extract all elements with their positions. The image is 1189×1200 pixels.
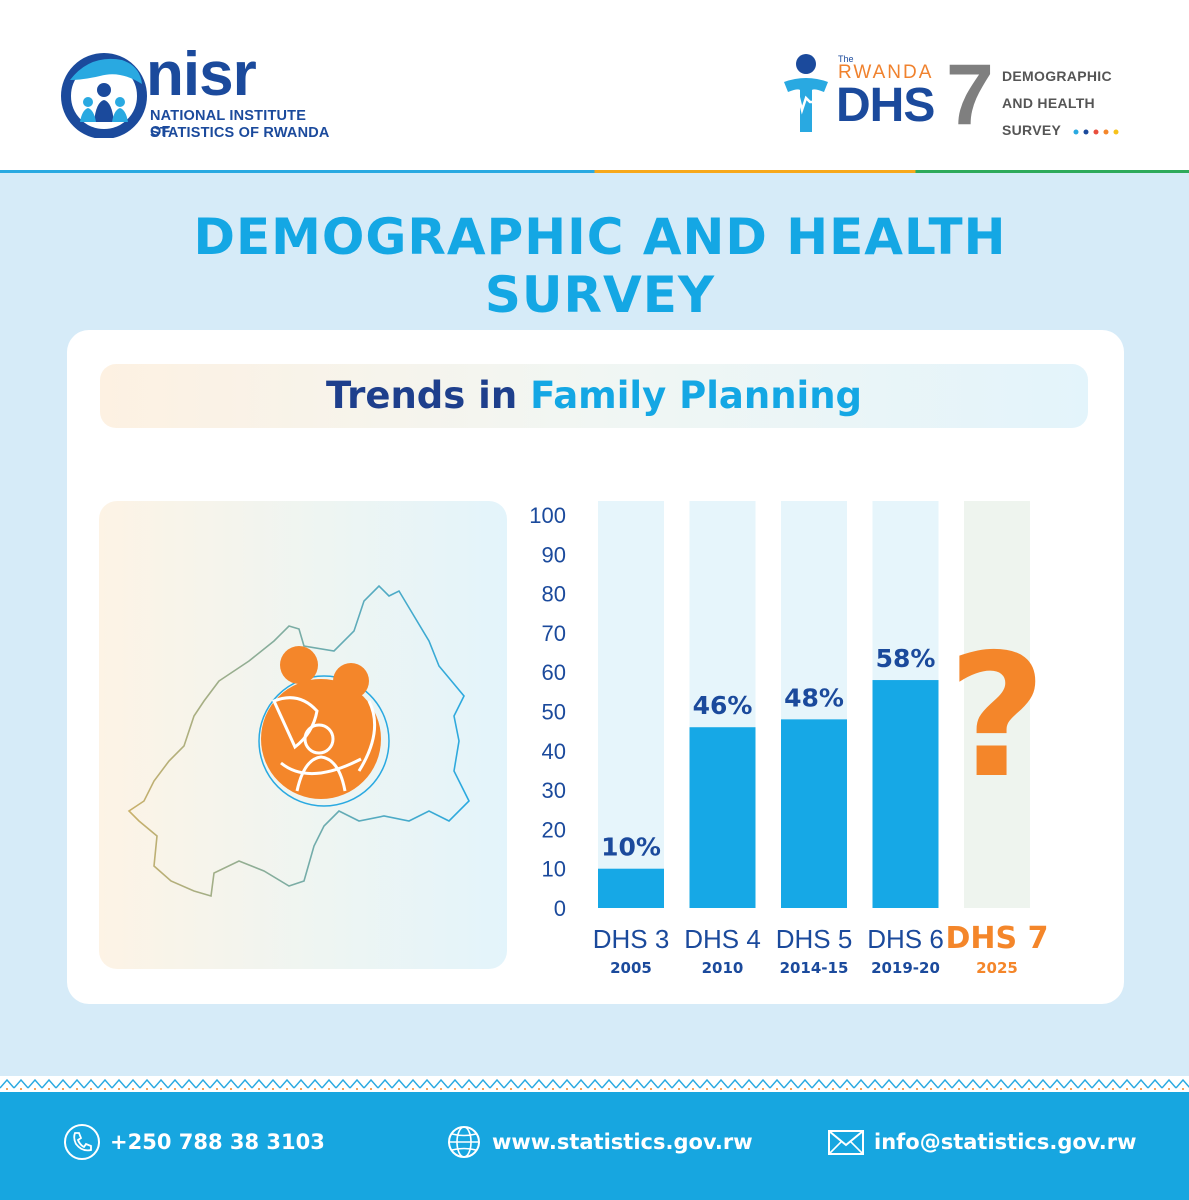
y-tick-label: 60 (542, 660, 566, 685)
x-year-label: 2005 (610, 959, 652, 977)
page-title-line1: DEMOGRAPHIC AND HEALTH (193, 208, 1007, 266)
bar-track (964, 501, 1030, 908)
bar-value-label: 58% (876, 644, 936, 673)
footer-website-text: www.statistics.gov.rw (492, 1130, 753, 1154)
dhs-rwanda-label: RWANDA (838, 62, 934, 83)
family-circle (258, 675, 390, 807)
footer-phone[interactable]: +250 788 38 3103 (62, 1122, 325, 1162)
nisr-name-line1: NATIONAL INSTITUTE OF (150, 108, 307, 140)
dhs-text-line2: AND HEALTH (1002, 95, 1095, 111)
page-title-line2: SURVEY (484, 266, 716, 324)
rwanda-map-outline (127, 584, 470, 898)
x-category-label: DHS 5 (776, 924, 853, 954)
footer-email[interactable]: info@statistics.gov.rw (826, 1122, 1137, 1162)
bar (781, 719, 847, 908)
x-year-label: 2014-15 (780, 959, 849, 977)
bar-track (598, 501, 664, 908)
nisr-emblem-icon (61, 53, 147, 138)
dhs-text-line1: DEMOGRAPHIC (1002, 68, 1112, 84)
bar-value-label: 48% (784, 683, 844, 712)
family-planning-chart: 0 10 20 30 40 50 60 70 80 90 100 10% DHS 3 2005 46% DHS… (529, 501, 1049, 977)
page-title: DEMOGRAPHIC AND HEALTH SURVEY (100, 208, 1100, 324)
dhs-the-label: The (838, 54, 854, 64)
bar-value-label: 46% (693, 691, 753, 720)
bar (598, 868, 664, 908)
footer-email-text: info@statistics.gov.rw (874, 1130, 1137, 1154)
person-heartbeat-icon (780, 54, 836, 132)
header-divider (0, 170, 1189, 173)
y-tick-label: 20 (542, 817, 566, 842)
x-category-label: DHS 4 (684, 924, 761, 954)
x-year-label: 2010 (702, 959, 744, 977)
question-mark-label: ? (948, 618, 1047, 816)
rwanda-dhs7-logo: The RWANDA DHS 7 DEMOGRAPHIC AND HEALTH … (780, 52, 1130, 142)
y-tick-label: 40 (542, 739, 566, 764)
rwanda-map-illustration (127, 584, 470, 898)
y-tick-label: 10 (542, 857, 566, 882)
dhs-text-line3: SURVEY (1002, 122, 1062, 138)
footer-website[interactable]: www.statistics.gov.rw (444, 1122, 753, 1162)
bar (872, 680, 939, 908)
colored-dots-icon (1073, 129, 1119, 135)
subtitle-banner (100, 364, 1088, 428)
globe-icon (448, 1126, 480, 1158)
nisr-name-line2: STATISTICS OF RWANDA (150, 125, 330, 141)
y-tick-label: 70 (542, 621, 566, 646)
subtitle-part2: Family Planning (530, 374, 863, 417)
y-tick-label: 30 (542, 778, 566, 803)
x-year-label: 2019-20 (871, 959, 940, 977)
x-year-label: 2025 (976, 959, 1018, 977)
phone-icon (64, 1124, 100, 1160)
footer (0, 1092, 1189, 1200)
y-tick-label: 100 (529, 503, 566, 528)
footer-phone-text: +250 788 38 3103 (110, 1130, 325, 1154)
y-tick-label: 50 (542, 700, 566, 725)
nisr-logo: nisr NATIONAL INSTITUTE OF STATISTICS OF… (60, 44, 330, 145)
decorative-border (0, 1076, 1189, 1092)
y-tick-label: 90 (542, 542, 566, 567)
x-category-label: DHS 6 (867, 924, 944, 954)
subtitle-part1: Trends in (325, 374, 531, 417)
subtitle-text: Trends in Family Planning (100, 372, 1088, 420)
y-tick-label: 0 (554, 896, 566, 921)
dhs-number: 7 (946, 47, 994, 143)
x-category-label: DHS 7 (946, 921, 1049, 956)
header (0, 0, 1189, 170)
dhs-wordmark: DHS (836, 79, 935, 132)
envelope-icon (828, 1130, 864, 1155)
y-tick-label: 80 (542, 582, 566, 607)
x-category-label: DHS 3 (593, 924, 670, 954)
bar-value-label: 10% (601, 833, 661, 862)
zigzag-pattern-icon (0, 1076, 1189, 1092)
bar (689, 727, 756, 908)
nisr-wordmark: nisr (146, 40, 257, 109)
